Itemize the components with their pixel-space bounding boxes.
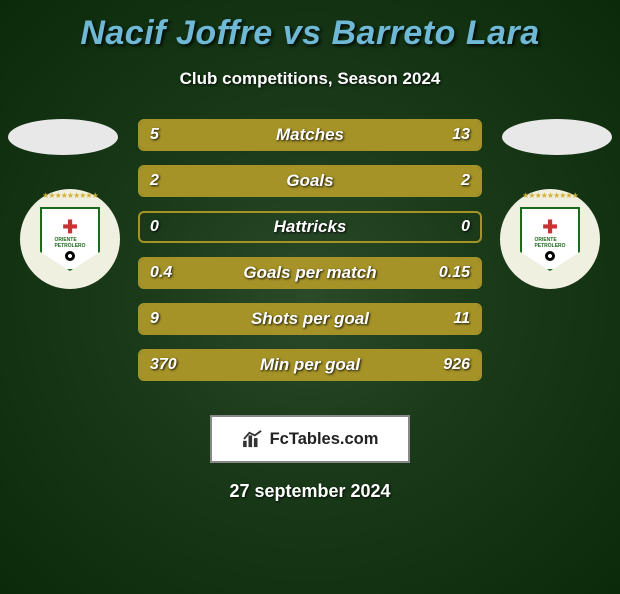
comparison-chart: ★★★★★★★★★ ✚ ORIENTEPETROLERO ★★★★★★★★★ ✚… xyxy=(0,119,620,399)
badge-text: ORIENTEPETROLERO xyxy=(54,237,85,249)
stat-row: 5 13 Matches xyxy=(138,119,482,151)
shield-icon: ✚ ORIENTEPETROLERO xyxy=(40,207,100,271)
bar-fill-right xyxy=(310,167,480,195)
badge-stars-icon: ★★★★★★★★★ xyxy=(510,191,590,200)
shield-icon: ✚ ORIENTEPETROLERO xyxy=(520,207,580,271)
stat-label: Hattricks xyxy=(274,217,347,237)
date-text: 27 september 2024 xyxy=(0,481,620,502)
stat-row: 0 0 Hattricks xyxy=(138,211,482,243)
stat-label: Matches xyxy=(276,125,344,145)
stat-label: Shots per goal xyxy=(251,309,369,329)
stat-value-left: 0.4 xyxy=(150,264,172,282)
subtitle: Club competitions, Season 2024 xyxy=(0,69,620,89)
stat-bars: 5 13 Matches 2 2 Goals 0 0 Hattricks 0.4 0.15 Goals… xyxy=(138,119,482,395)
stat-value-right: 0 xyxy=(461,218,470,236)
bar-fill-right xyxy=(235,121,480,149)
stat-label: Goals per match xyxy=(243,263,376,283)
ball-icon xyxy=(545,251,555,261)
stat-value-left: 9 xyxy=(150,310,159,328)
stat-value-right: 2 xyxy=(461,172,470,190)
stat-row: 9 11 Shots per goal xyxy=(138,303,482,335)
stat-value-left: 0 xyxy=(150,218,159,236)
stat-row: 0.4 0.15 Goals per match xyxy=(138,257,482,289)
stat-value-right: 13 xyxy=(452,126,470,144)
bar-fill-left xyxy=(140,167,310,195)
stat-label: Goals xyxy=(286,171,333,191)
stat-value-left: 370 xyxy=(150,356,177,374)
badge-graphic: ★★★★★★★★★ ✚ ORIENTEPETROLERO xyxy=(30,199,110,279)
stat-value-left: 2 xyxy=(150,172,159,190)
badge-stars-icon: ★★★★★★★★★ xyxy=(30,191,110,200)
cross-icon: ✚ xyxy=(542,218,557,236)
left-accent xyxy=(8,119,118,155)
badge-graphic: ★★★★★★★★★ ✚ ORIENTEPETROLERO xyxy=(510,199,590,279)
stat-value-right: 926 xyxy=(443,356,470,374)
stat-value-left: 5 xyxy=(150,126,159,144)
chart-icon xyxy=(242,430,264,448)
badge-text: ORIENTEPETROLERO xyxy=(534,237,565,249)
stat-value-right: 0.15 xyxy=(439,264,470,282)
stat-value-right: 11 xyxy=(453,310,470,328)
cross-icon: ✚ xyxy=(62,218,77,236)
stat-row: 370 926 Min per goal xyxy=(138,349,482,381)
right-accent xyxy=(502,119,612,155)
team-badge-left: ★★★★★★★★★ ✚ ORIENTEPETROLERO xyxy=(20,189,120,289)
stat-row: 2 2 Goals xyxy=(138,165,482,197)
brand-text: FcTables.com xyxy=(270,430,379,449)
team-badge-right: ★★★★★★★★★ ✚ ORIENTEPETROLERO xyxy=(500,189,600,289)
ball-icon xyxy=(65,251,75,261)
stat-label: Min per goal xyxy=(260,355,360,375)
page-title: Nacif Joffre vs Barreto Lara xyxy=(0,14,620,53)
brand-box: FcTables.com xyxy=(210,415,410,463)
